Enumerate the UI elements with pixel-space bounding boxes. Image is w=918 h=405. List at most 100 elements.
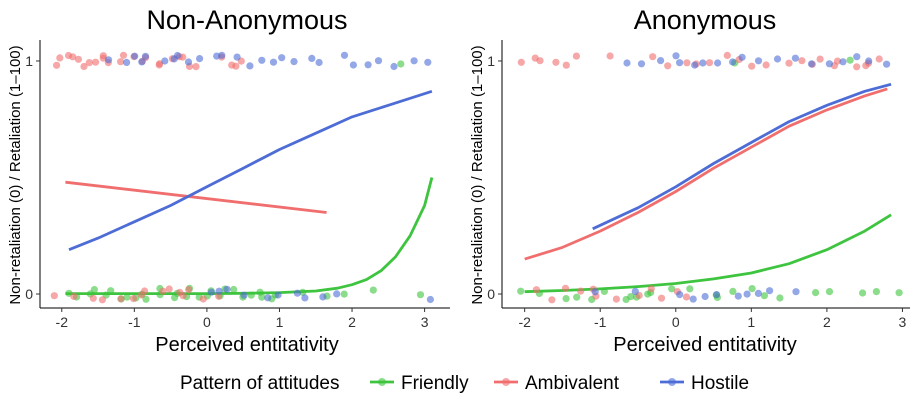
point-hostile [729,58,737,66]
point-ambivalent [56,54,64,62]
point-hostile [773,55,782,63]
point-hostile [141,52,150,60]
point-hostile [340,51,349,59]
point-friendly [668,285,676,293]
point-hostile [207,288,215,296]
axis-ticks: -2 -1 0 1 2 3 0 1 [25,53,429,330]
x-tick-label: 1 [747,314,755,330]
point-friendly [812,289,820,297]
point-friendly [397,60,405,68]
point-friendly [416,291,425,299]
point-hostile [839,58,847,66]
point-hostile [319,293,327,301]
point-ambivalent [798,57,806,65]
data-points [50,51,434,304]
point-ambivalent [185,286,193,294]
x-tick-label: -1 [128,314,141,330]
point-ambivalent [99,52,107,60]
point-hostile [301,294,309,302]
legend-item-hostile: Hostile [660,373,749,394]
point-friendly [142,295,150,303]
x-tick-label: -1 [594,314,607,330]
point-ambivalent [179,292,187,300]
fit-line-hostile [68,89,433,252]
point-hostile [699,59,707,67]
point-hostile [246,62,254,70]
x-tick-label: 3 [421,314,429,330]
point-ambivalent [683,59,691,67]
y-tick-label: 1 [487,53,495,69]
point-hostile [264,294,272,302]
point-friendly [600,287,609,295]
point-friendly [846,56,854,64]
axis-ticks: -2 -1 0 1 2 3 0 1 [487,53,906,330]
point-friendly [573,293,581,301]
point-ambivalent [536,57,544,65]
point-ambivalent [561,284,570,292]
point-friendly [562,295,570,303]
point-hostile [676,59,684,67]
point-ambivalent [833,57,842,65]
point-hostile [676,291,684,299]
point-friendly [123,293,131,301]
point-hostile [123,58,131,66]
point-ambivalent [762,61,770,69]
fit-line-friendly [65,177,434,295]
point-ambivalent [141,287,149,295]
point-ambivalent [53,61,61,69]
y-axis-title: Non-retaliation (0) / Retaliation (1–100… [7,45,24,304]
point-ambivalent [69,53,77,61]
point-hostile [792,288,800,296]
point-ambivalent [682,293,691,301]
point-hostile [269,58,278,66]
point-ambivalent [664,62,672,70]
x-tick-label: 2 [823,314,831,330]
point-hostile [754,289,763,297]
legend-label: Hostile [691,373,749,394]
fit-lines [65,89,434,295]
point-hostile [637,60,646,68]
point-ambivalent [80,62,88,71]
point-hostile [791,54,800,62]
point-ambivalent [723,51,731,60]
point-hostile [374,57,383,65]
point-hostile [104,56,113,64]
point-hostile [196,55,204,63]
point-friendly [686,285,694,293]
point-ambivalent [853,63,861,71]
point-hostile [714,59,722,67]
point-friendly [258,293,266,301]
legend-item-friendly: Friendly [370,373,469,394]
point-hostile [754,57,763,65]
point-hostile [738,53,746,61]
point-hostile [215,287,223,295]
fit-line-friendly [524,213,892,294]
point-ambivalent [129,295,138,303]
point-ambivalent [552,58,560,66]
point-friendly [247,291,255,299]
point-ambivalent [606,52,614,60]
point-hostile [883,60,891,68]
point-hostile [426,295,434,304]
point-hostile [825,60,834,68]
point-ambivalent [117,295,125,303]
point-ambivalent [117,58,125,66]
fit-line-ambivalent [65,180,327,214]
point-hostile [657,57,665,65]
point-ambivalent [232,62,240,70]
panel-title: Anonymous [634,5,777,35]
point-ambivalent [517,58,525,66]
point-hostile [689,295,697,303]
point-hostile [591,288,599,296]
legend: Pattern of attitudes Friendly Ambivalent H… [180,373,749,394]
point-ambivalent [562,61,570,69]
point-hostile [865,57,873,65]
point-ambivalent [192,63,200,71]
x-tick-label: 0 [203,314,211,330]
legend-label: Friendly [401,373,469,394]
fit-line-ambivalent [524,87,888,261]
y-tick-label: 1 [25,53,33,69]
y-tick-label: 0 [487,286,495,302]
point-hostile [713,291,721,299]
point-hostile [364,61,372,69]
